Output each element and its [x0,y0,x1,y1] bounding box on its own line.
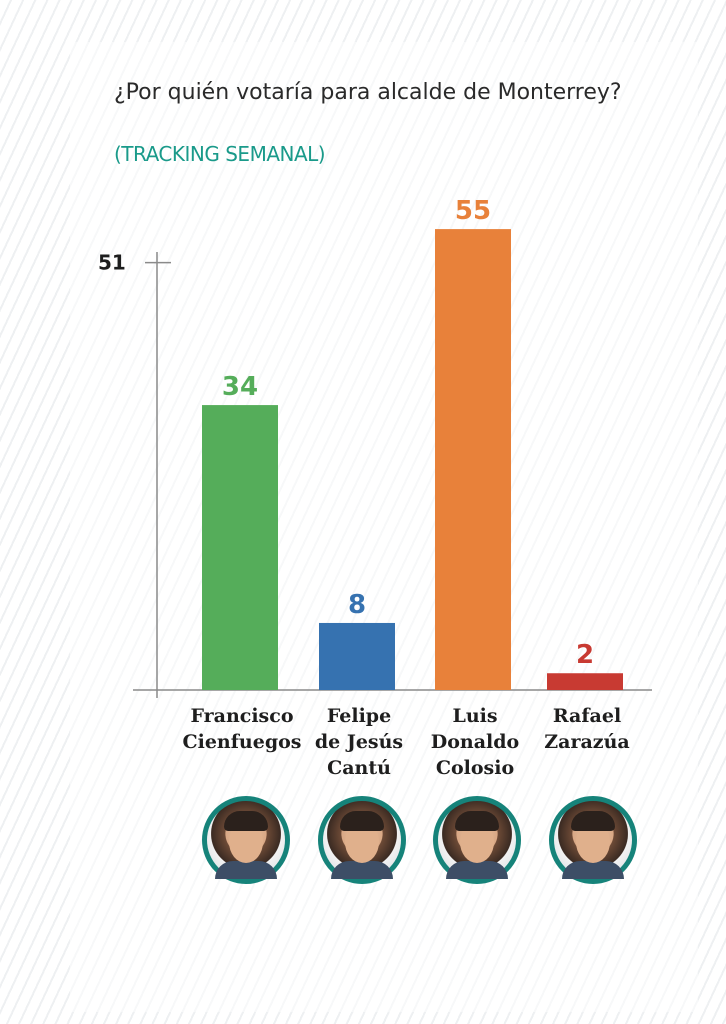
bar [547,673,623,690]
category-label-line: de Jesús [315,731,403,753]
category-label-line: Zarazúa [544,731,629,753]
category-label-line: Donaldo [431,731,519,753]
category-label-line: Rafael [553,705,621,727]
category-label: Luis Donaldo Colosio [431,705,519,779]
francisco-cienfuegos-avatar [202,796,290,884]
y-tick-label: 51 [98,251,126,275]
chart-subtitle: (TRACKING SEMANAL) [114,142,326,166]
bar-value-label: 2 [576,640,594,670]
bar [202,405,278,690]
chart-title: ¿Por quién votaría para alcalde de Monte… [114,80,622,105]
bar [435,229,511,690]
bar-value-label: 55 [455,196,491,226]
category-label-line: Luis [452,705,497,727]
category-label-line: Cienfuegos [183,731,302,753]
category-label-line: Felipe [327,705,391,727]
bar-value-label: 34 [222,372,258,402]
category-label: Francisco Cienfuegos [183,705,302,753]
felipe-de-jesus-cantu-avatar [318,796,406,884]
category-label-line: Cantú [327,757,391,779]
bar-value-label: 8 [348,590,366,620]
category-label-line: Francisco [190,705,293,727]
luis-donaldo-colosio-avatar [433,796,521,884]
category-label-line: Colosio [436,757,514,779]
category-label: Felipe de Jesús Cantú [315,705,403,779]
bar [319,622,395,690]
category-label: Rafael Zarazúa [544,705,629,753]
rafael-zarazua-avatar [549,796,637,884]
